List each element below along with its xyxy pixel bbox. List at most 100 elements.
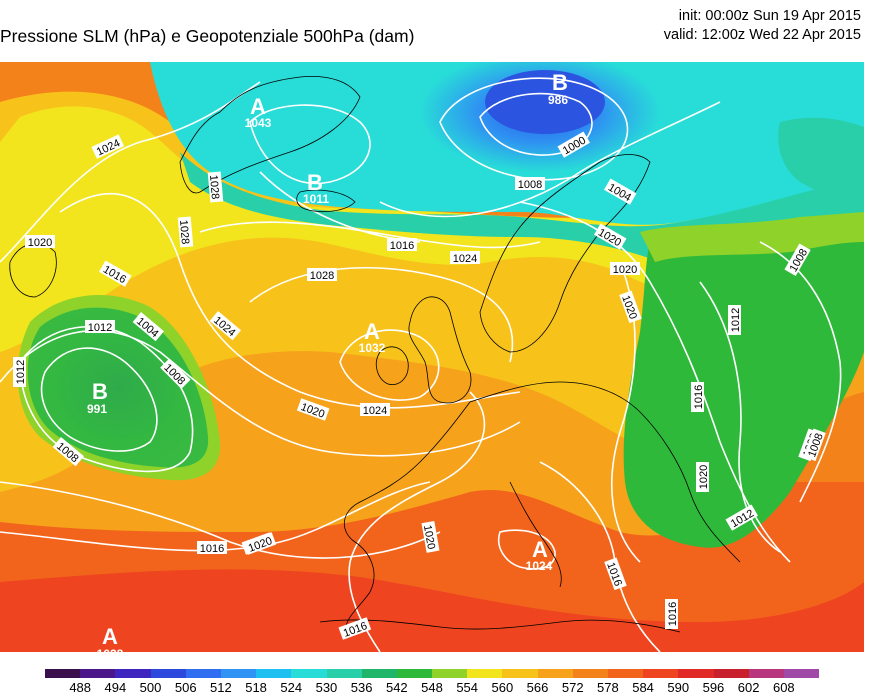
center-value: 986 — [548, 93, 568, 107]
isobar-label-group: 1028 — [177, 216, 194, 248]
isobar-label-box — [784, 243, 811, 276]
colorbar-tick-label: 596 — [702, 680, 725, 695]
isobar-label: 1028 — [310, 270, 334, 282]
colorbar-tick-label: 602 — [737, 680, 760, 695]
colorbar-tick-label: 578 — [597, 680, 619, 695]
center-letter: A — [364, 319, 380, 344]
coast-italy — [509, 481, 562, 588]
isobar-line — [249, 267, 514, 363]
field-northern-low-core — [485, 70, 605, 134]
colorbar-segment — [748, 669, 784, 678]
isobar-line — [479, 92, 593, 156]
center-value: 1024 — [526, 559, 553, 573]
isobar-label-box — [207, 171, 224, 203]
isobar-label-group: 1020 — [25, 235, 55, 249]
isobar-label-box — [360, 403, 390, 416]
isobar-label: 1008 — [518, 179, 542, 191]
isobar-label-box — [421, 521, 440, 553]
colorbar-segment — [678, 669, 714, 678]
isobars — [0, 77, 842, 652]
colorbar-tick-label: 608 — [772, 680, 795, 695]
field-east-trough — [623, 229, 864, 548]
isobar-line — [0, 330, 521, 457]
isobar-label-box — [604, 178, 637, 205]
field-atlantic-low — [27, 307, 209, 468]
isobar-label-box — [296, 398, 330, 421]
isobar-label-box — [610, 262, 640, 275]
map-svg: B 986 A 1043 B 1011 B 991 A 1032 A 1024 … — [0, 62, 864, 652]
isobar-label: 1024 — [453, 253, 477, 265]
center-letter: B — [92, 379, 108, 404]
isobar-label: 1028 — [207, 174, 221, 199]
coast-britain — [408, 296, 472, 404]
isobar-label-box — [243, 532, 277, 555]
colorbar-tick-label: 536 — [350, 680, 373, 695]
colorbar-tick-label: 584 — [632, 680, 654, 695]
isobar-label-box — [177, 216, 194, 248]
isobar-line — [699, 281, 781, 553]
center-letter: A — [102, 624, 118, 649]
coast-ireland — [375, 346, 409, 385]
run-info: init: 00:00z Sun 19 Apr 2015 valid: 12:0… — [664, 7, 861, 45]
isobar-label-box — [604, 557, 627, 591]
colorbar-segment — [396, 669, 433, 678]
coast-europe — [343, 381, 741, 633]
isobar-label-box — [515, 177, 545, 190]
colorbar-segment — [713, 669, 749, 678]
colorbar-tick-label: 524 — [280, 680, 303, 695]
colorbar-segment — [608, 669, 644, 678]
colorbar-tick-label: 590 — [667, 680, 690, 695]
colorbar-segment — [185, 669, 221, 678]
center-value: 991 — [87, 402, 107, 416]
isobar-label-box — [52, 436, 84, 467]
isobar-label-box — [594, 223, 627, 250]
isobar-label-box — [132, 311, 164, 342]
isobar-line — [379, 101, 721, 218]
isobar-label-group: 1024 — [450, 251, 480, 265]
colorbar-tick-label: 494 — [104, 680, 127, 695]
isobar-label-box — [160, 358, 191, 389]
colorbar-labels: 488 494 500 506 512 518 524 530 536 542 548 554 560 5… — [0, 680, 873, 698]
isobar-label: 1012 — [730, 308, 742, 332]
isobar-line — [249, 104, 371, 185]
isobar-label-group: 1028 — [207, 171, 224, 203]
isobar-line — [519, 201, 791, 563]
isobar-label: 1020 — [28, 237, 52, 249]
center-letter: A — [532, 537, 548, 562]
colorbar-segment — [115, 669, 151, 678]
isobar-label-group: 1020 — [610, 262, 640, 276]
center-letter: B — [307, 170, 323, 195]
colorbar-tick-label: 506 — [174, 680, 197, 695]
chart-title: Pressione SLM (hPa) e Geopotenziale 500h… — [0, 26, 415, 46]
colorbar-segment — [432, 669, 468, 678]
colorbar-segment — [572, 669, 608, 678]
forecast-map: B 986 A 1043 B 1011 B 991 A 1032 A 1024 … — [0, 62, 864, 652]
isobar-label-group: 1012 — [728, 305, 742, 335]
isobar-label: 1028 — [177, 219, 191, 244]
isobar-line — [498, 529, 556, 570]
isobar-label: 1016 — [667, 602, 679, 626]
colorbar-tick-label: 518 — [245, 680, 267, 695]
colorbar-segment — [783, 669, 820, 678]
center-letter: B — [552, 70, 568, 95]
isobar-label: 1020 — [421, 524, 437, 550]
colorbar-tick-label: 500 — [139, 680, 162, 695]
isobar-label-box — [691, 382, 704, 412]
isobar-label: 1016 — [390, 240, 414, 252]
isobar-label: 1020 — [613, 264, 637, 276]
isobar-label-box — [450, 251, 480, 264]
isobar-line — [59, 193, 521, 409]
isobar-label-box — [725, 504, 758, 531]
colorbar-tick-label: 530 — [315, 680, 338, 695]
colorbar-segment — [537, 669, 573, 678]
isobar-label-box — [197, 541, 227, 554]
isobar-label-box — [85, 320, 115, 333]
isobar-label-box — [25, 235, 55, 248]
isobar-label-group: 1024 — [360, 403, 390, 417]
isobar-label-box — [557, 131, 590, 158]
isobar-label-box — [99, 260, 132, 287]
field-south-deep — [0, 569, 864, 652]
isobar-label-box — [13, 357, 26, 387]
field-east-trough-light — [640, 212, 864, 262]
